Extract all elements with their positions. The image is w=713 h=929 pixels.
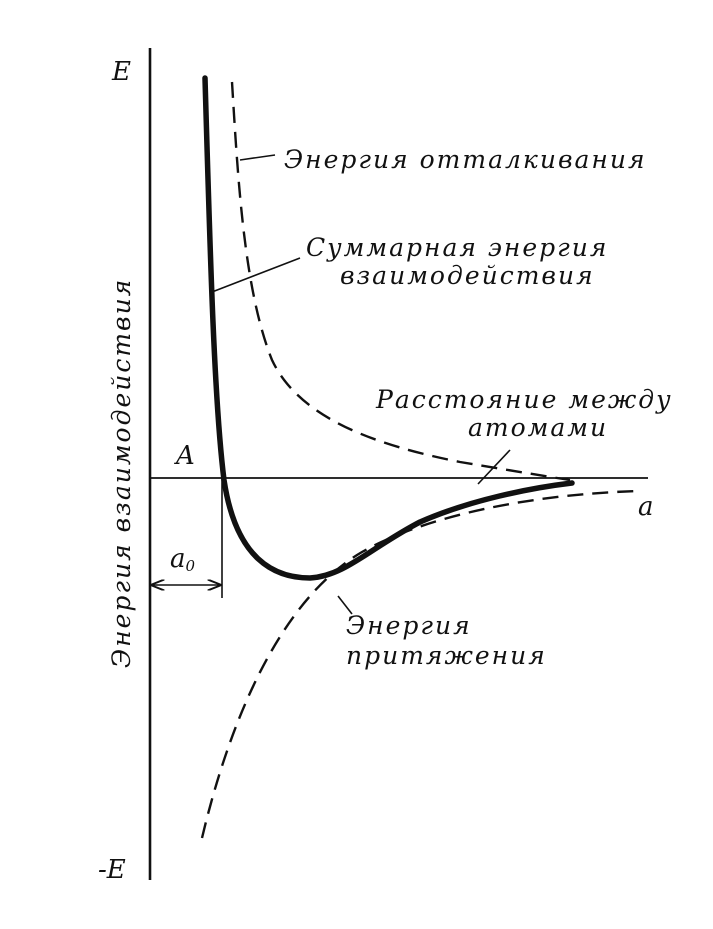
total-label-line1: Суммарная энергия xyxy=(306,233,608,262)
distance-label-line2: атомами xyxy=(468,413,608,442)
total-leader xyxy=(211,257,301,293)
repulsion-curve xyxy=(230,81,571,482)
point-a-label: A xyxy=(174,441,195,471)
attraction-curve xyxy=(200,489,641,839)
attraction-label-line1: Энергия xyxy=(346,611,472,640)
distance-leader xyxy=(477,449,511,485)
a0-label: a0 xyxy=(170,544,196,575)
y-axis-top-label: E xyxy=(111,57,131,87)
total-energy-curve xyxy=(202,75,575,581)
y-axis-bottom-label: -E xyxy=(98,855,126,885)
attraction-leader xyxy=(337,595,353,615)
total-label-line2: взаимодействия xyxy=(340,261,595,290)
x-axis-end-label: a xyxy=(638,492,654,522)
y-axis-title: Энергия взаимодействия xyxy=(107,278,136,668)
distance-label-line1: Расстояние между xyxy=(375,385,673,414)
repulsion-label: Энергия отталкивания xyxy=(284,145,647,174)
a0-symbol: a xyxy=(170,544,186,574)
attraction-label-line2: притяжения xyxy=(346,641,547,670)
a0-subscript: 0 xyxy=(186,557,196,575)
repulsion-leader xyxy=(239,154,276,161)
